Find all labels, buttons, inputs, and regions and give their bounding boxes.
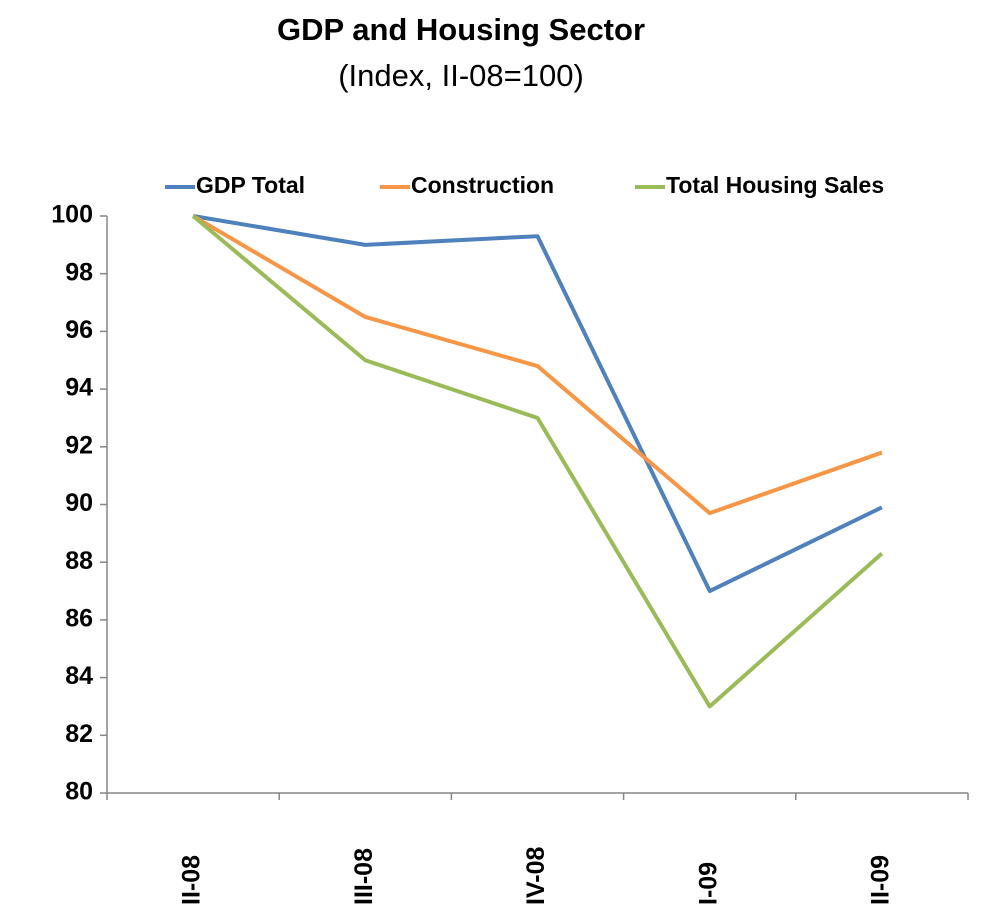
x-tick-label: II-09 xyxy=(867,855,895,905)
line-series xyxy=(192,214,883,516)
y-tick-label: 86 xyxy=(65,605,93,633)
y-tick-label: 94 xyxy=(65,374,93,402)
legend-label: GDP Total xyxy=(196,172,305,198)
x-tick-label: I-09 xyxy=(694,862,722,905)
y-tick-label: 92 xyxy=(65,431,93,459)
line-series xyxy=(191,214,884,709)
y-tick-label: 100 xyxy=(51,201,93,229)
legend-label: Construction xyxy=(411,172,554,198)
x-tick-label: IV-08 xyxy=(522,847,550,905)
y-tick-label: 96 xyxy=(65,316,93,344)
line-series xyxy=(192,214,883,594)
y-tick-label: 98 xyxy=(65,258,93,286)
x-tick-label: III-08 xyxy=(350,848,378,905)
chart-title: GDP and Housing Sector xyxy=(277,12,645,47)
y-tick-label: 82 xyxy=(65,720,93,748)
y-tick-label: 88 xyxy=(65,547,93,575)
chart-subtitle: (Index, II-08=100) xyxy=(338,58,584,93)
x-tick-label: II-08 xyxy=(178,855,206,905)
legend-label: Total Housing Sales xyxy=(666,172,884,198)
y-tick-label: 90 xyxy=(65,489,93,517)
y-tick-label: 80 xyxy=(65,778,93,806)
y-tick-label: 84 xyxy=(65,662,93,690)
